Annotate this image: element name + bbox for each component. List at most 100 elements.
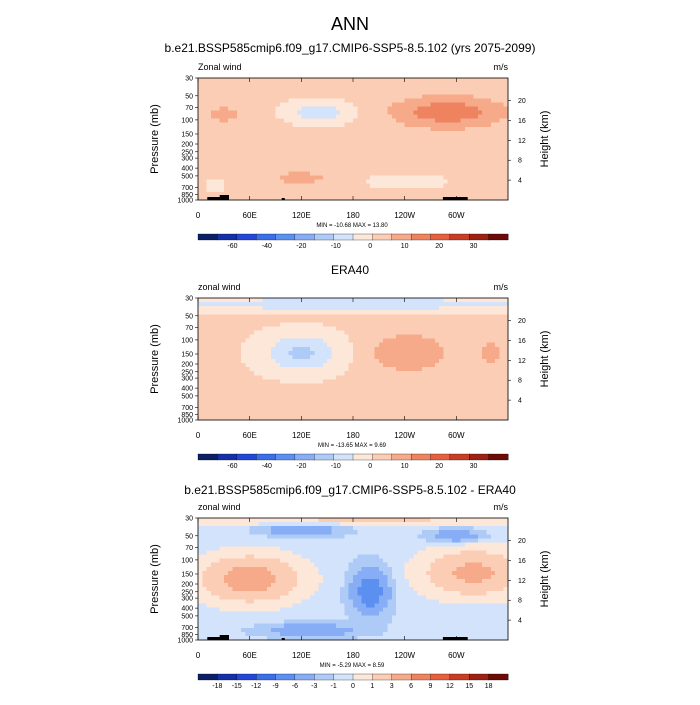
heatmap-cell	[309, 126, 315, 132]
heatmap-cell	[314, 130, 319, 136]
heatmap-cell	[335, 151, 341, 156]
heatmap-cell	[391, 187, 397, 193]
heatmap-cell	[482, 379, 487, 384]
heatmap-cell	[434, 147, 440, 152]
heatmap-cell	[408, 302, 414, 307]
heatmap-cell	[198, 310, 203, 315]
heatmap-cell	[331, 82, 337, 87]
heatmap-cell	[357, 159, 363, 164]
heatmap-cell	[262, 522, 268, 527]
heatmap-cell	[297, 179, 302, 185]
heatmap-cell	[198, 126, 203, 132]
heatmap-cell	[434, 363, 440, 368]
heatmap-cell	[322, 147, 328, 152]
heatmap-cell	[206, 375, 212, 380]
heatmap-cell	[241, 363, 246, 368]
heatmap-cell	[499, 90, 505, 95]
heatmap-cell	[314, 314, 319, 319]
heatmap-cell	[223, 538, 229, 543]
heatmap-cell	[396, 411, 401, 417]
heatmap-cell	[258, 134, 263, 140]
heatmap-cell	[284, 534, 289, 539]
heatmap-cell	[348, 363, 354, 368]
heatmap-cell	[262, 167, 268, 172]
heatmap-cell	[288, 350, 294, 356]
heatmap-cell	[490, 191, 496, 197]
heatmap-cell	[447, 399, 453, 405]
heatmap-cell	[271, 106, 276, 111]
heatmap-cell	[417, 122, 423, 128]
heatmap-cell	[215, 298, 220, 303]
heatmap-cell	[249, 334, 255, 340]
heatmap-cell	[378, 314, 384, 319]
heatmap-cell	[340, 354, 345, 360]
heatmap-cell	[245, 546, 251, 551]
heatmap-cell	[353, 126, 358, 132]
heatmap-cell	[219, 94, 225, 99]
heatmap-cell	[284, 179, 289, 185]
heatmap-cell	[469, 326, 474, 331]
heatmap-cell	[219, 338, 225, 344]
heatmap-cell	[344, 326, 350, 331]
heatmap-cell	[447, 318, 453, 323]
heatmap-cell	[434, 130, 440, 136]
heatmap-cell	[353, 391, 358, 396]
heatmap-cell	[460, 118, 466, 124]
heatmap-cell	[357, 375, 363, 380]
heatmap-cell	[223, 411, 229, 417]
heatmap-cell	[452, 363, 457, 368]
heatmap-cell	[495, 538, 500, 543]
heatmap-cell	[447, 383, 453, 388]
heatmap-cell	[215, 367, 220, 372]
heatmap-cell	[335, 367, 341, 372]
heatmap-cell	[223, 391, 229, 396]
heatmap-cell	[314, 110, 319, 115]
heatmap-cell	[469, 375, 474, 380]
heatmap-cell	[236, 383, 242, 388]
heatmap-cell	[305, 375, 311, 380]
heatmap-cell	[408, 342, 414, 348]
heatmap-cell	[473, 171, 479, 176]
heatmap-cell	[335, 330, 341, 335]
heatmap-cell	[335, 134, 341, 140]
heatmap-cell	[327, 326, 332, 331]
heatmap-cell	[253, 143, 259, 148]
heatmap-cell	[387, 522, 393, 527]
heatmap-cell	[383, 359, 388, 364]
heatmap-cell	[370, 399, 375, 405]
heatmap-cell	[340, 322, 345, 327]
heatmap-cell	[378, 98, 384, 103]
heatmap-cell	[460, 411, 466, 417]
heatmap-cell	[309, 151, 315, 156]
heatmap-cell	[266, 159, 272, 164]
heatmap-cell	[477, 379, 483, 384]
heatmap-cell	[408, 122, 414, 128]
heatmap-cell	[318, 102, 324, 107]
heatmap-cell	[452, 354, 457, 360]
heatmap-cell	[404, 395, 410, 401]
heatmap-cell	[417, 330, 423, 335]
heatmap-cell	[378, 155, 384, 160]
heatmap-cell	[206, 411, 212, 417]
heatmap-cell	[374, 367, 380, 372]
heatmap-cell	[258, 122, 263, 128]
heatmap-cell	[490, 167, 496, 172]
heatmap-cell	[288, 163, 294, 168]
heatmap-cell	[400, 159, 406, 164]
heatmap-cell	[245, 195, 251, 201]
heatmap-cell	[400, 338, 406, 344]
heatmap-cell	[383, 383, 388, 388]
heatmap-cell	[262, 395, 268, 401]
heatmap-cell	[378, 334, 384, 340]
heatmap-cell	[314, 330, 319, 335]
heatmap-cell	[499, 346, 505, 352]
heatmap-cell	[365, 383, 371, 388]
heatmap-cell	[305, 538, 311, 543]
heatmap-cell	[198, 383, 203, 388]
heatmap-cell	[206, 542, 212, 547]
heatmap-cell	[249, 151, 255, 156]
heatmap-cell	[206, 367, 212, 372]
heatmap-cell	[391, 387, 397, 392]
heatmap-cell	[253, 163, 259, 168]
heatmap-cell	[288, 326, 294, 331]
